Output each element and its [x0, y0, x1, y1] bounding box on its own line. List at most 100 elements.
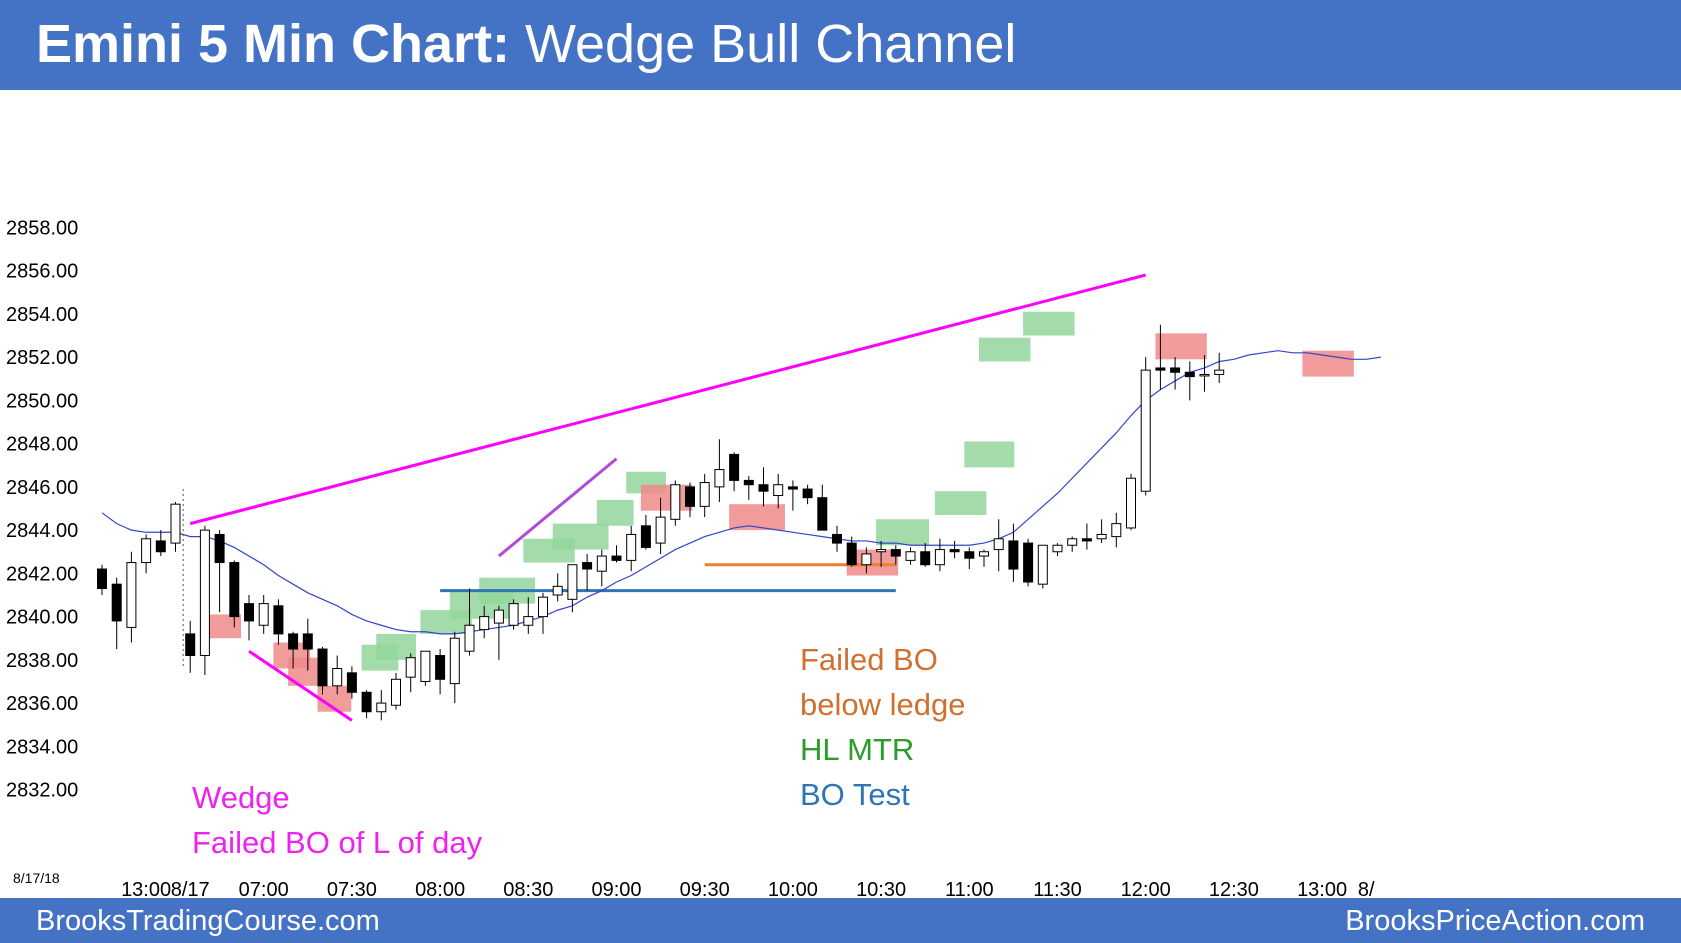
bear-candle-body	[817, 497, 828, 531]
annotation-failed-bo-low: Failed BO of L of day	[192, 825, 483, 860]
candle-27	[493, 605, 504, 660]
bull-candle-body	[1126, 477, 1136, 529]
candle-5	[170, 502, 181, 552]
bull-candle-body	[1096, 533, 1107, 540]
x-tick-label: 09:00	[591, 879, 641, 898]
bull-candle-body	[126, 562, 137, 628]
candle-16	[332, 655, 343, 695]
annotation-wedge: Wedge	[192, 780, 290, 815]
bear-candle-body	[244, 603, 254, 622]
annotation-below-ledge: below ledge	[800, 687, 965, 722]
candle-9	[229, 560, 240, 628]
bull-candle-body	[405, 657, 416, 678]
candle-72	[1155, 324, 1166, 390]
candle-54	[890, 545, 901, 565]
bear-candle-body	[185, 633, 196, 657]
candle-19	[376, 690, 387, 721]
bear-candle-body	[758, 484, 769, 492]
y-tick-label: 2854.00	[6, 304, 78, 326]
bear-candle-body	[288, 633, 299, 650]
bear-candle-body	[302, 633, 313, 650]
candle-69	[1111, 512, 1122, 548]
bull-candle-body	[258, 603, 269, 626]
candle-2	[126, 551, 137, 643]
wedge-bottom-line	[248, 649, 353, 722]
bear-candle-body	[685, 486, 695, 507]
candle-42	[714, 439, 725, 503]
bear-candle-body	[155, 540, 166, 553]
candle-7	[199, 525, 210, 675]
buy-zone-11	[596, 499, 634, 526]
bull-candle-body	[1140, 369, 1151, 492]
bull-candle-body	[332, 667, 343, 687]
candle-34	[596, 549, 607, 587]
candle-22	[420, 650, 431, 686]
candle-65	[1052, 543, 1063, 557]
sell-zone-13	[640, 484, 693, 511]
bull-candle-body	[979, 551, 989, 557]
y-tick-label: 2838.00	[6, 650, 78, 672]
bull-candle-body	[655, 516, 666, 544]
x-tick-label: 11:00	[945, 879, 994, 898]
buy-zone-19	[979, 337, 1031, 362]
x-tick-label: 12:00	[1121, 879, 1171, 898]
candle-17	[346, 666, 357, 699]
annotation-hl-mtr: HL MTR	[800, 732, 914, 767]
candle-63	[1023, 538, 1034, 587]
candle-21	[405, 653, 416, 693]
x-tick-label: 8/17	[171, 879, 210, 898]
buy-zone-17	[934, 491, 987, 515]
bear-candle-body	[317, 648, 328, 687]
y-tick-label: 2858.00	[6, 217, 78, 239]
candle-64	[1037, 544, 1048, 589]
candle-33	[582, 553, 593, 591]
x-tick-label: 11:30	[1033, 879, 1082, 898]
buy-zone-20	[1023, 311, 1075, 336]
bull-candle-body	[1111, 523, 1122, 538]
candle-41	[699, 473, 710, 518]
candle-62	[1008, 523, 1019, 583]
candle-4	[155, 530, 166, 557]
candle-44	[743, 476, 754, 500]
bull-candle-body	[596, 555, 607, 572]
x-tick-label: 8/	[1358, 879, 1375, 898]
bull-candle-body	[905, 551, 916, 561]
bear-candle-body	[1023, 542, 1034, 583]
candle-25	[464, 588, 475, 656]
candle-47	[787, 480, 798, 511]
bear-candle-body	[346, 672, 357, 693]
candle-71	[1140, 357, 1151, 496]
buy-zone-18	[964, 441, 1015, 468]
candle-31	[552, 573, 563, 602]
bull-candle-body	[391, 678, 401, 706]
candle-53	[876, 540, 887, 567]
candle-52	[861, 547, 872, 574]
candle-76	[1214, 352, 1225, 384]
bear-candle-body	[1081, 538, 1092, 542]
candle-59	[964, 547, 975, 570]
buy-zone-10	[552, 523, 609, 550]
candle-14	[302, 618, 313, 671]
candle-51	[846, 536, 857, 567]
candle-50	[832, 525, 842, 552]
bull-candle-body	[567, 564, 578, 600]
candle-6	[185, 620, 196, 673]
candle-61	[993, 519, 1004, 572]
bull-candle-body	[538, 596, 548, 618]
candle-39	[670, 480, 681, 526]
bear-candle-body	[802, 488, 813, 499]
x-tick-label: 10:30	[856, 879, 906, 898]
bull-candle-body	[552, 585, 563, 596]
bear-candle-body	[1155, 367, 1166, 371]
candle-46	[773, 473, 784, 509]
candle-32	[567, 564, 578, 613]
candle-23	[435, 649, 446, 695]
y-tick-label: 2852.00	[6, 347, 78, 369]
candle-26	[479, 605, 490, 639]
x-tick-label: 12:30	[1209, 879, 1259, 898]
sell-zone-14	[729, 504, 785, 531]
bull-candle-body	[773, 484, 784, 497]
bull-candle-body	[1037, 544, 1048, 585]
bull-candle-body	[523, 616, 534, 626]
bear-candle-body	[1184, 371, 1195, 378]
